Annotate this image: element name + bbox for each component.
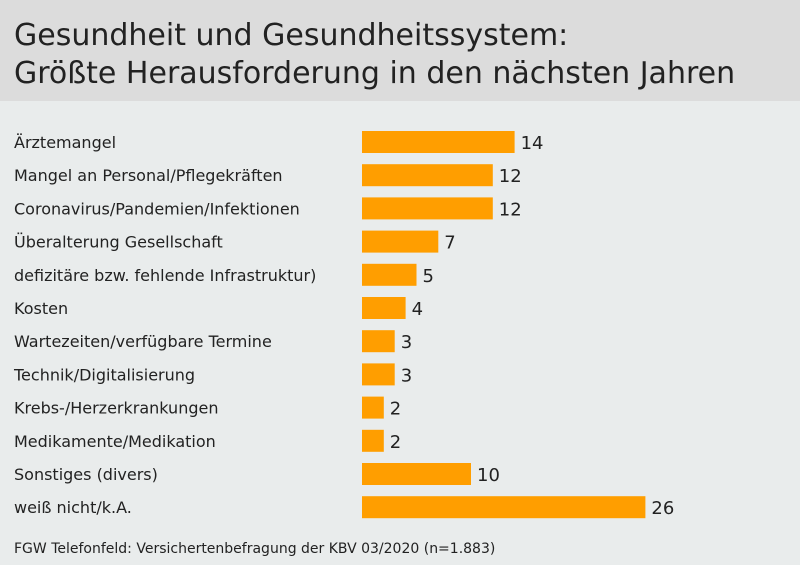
category-label: Krebs-/Herzerkrankungen <box>14 399 218 418</box>
bar <box>362 429 384 452</box>
bar <box>362 131 515 153</box>
category-label: Medikamente/Medikation <box>14 432 216 451</box>
value-label: 12 <box>499 199 522 220</box>
title-banner: Gesundheit und Gesundheitssystem: Größte… <box>0 0 800 101</box>
bar <box>362 230 439 253</box>
source-note: FGW Telefonfeld: Versichertenbefragung d… <box>14 541 496 557</box>
bar <box>362 164 493 187</box>
value-label: 3 <box>401 365 412 386</box>
value-label: 4 <box>412 299 423 320</box>
value-label: 14 <box>521 133 544 154</box>
value-label: 12 <box>499 166 522 187</box>
value-label: 26 <box>651 498 674 519</box>
category-label: weiß nicht/k.A. <box>14 498 132 517</box>
category-label: Mangel an Personal/Pflegekräften <box>14 166 283 185</box>
category-label: Coronavirus/Pandemien/Infektionen <box>14 199 300 218</box>
bar <box>362 496 646 519</box>
value-label: 3 <box>401 332 412 353</box>
category-label: Kosten <box>14 299 68 318</box>
bar <box>362 463 471 485</box>
chart-title-line-2: Größte Herausforderung in den nächsten J… <box>14 56 736 91</box>
value-label: 2 <box>390 399 401 420</box>
bar <box>362 263 417 286</box>
category-label: Wartezeiten/verfügbare Termine <box>14 332 272 351</box>
category-label: defizitäre bzw. fehlende Infrastruktur) <box>14 266 316 285</box>
category-label: Ärztemangel <box>14 133 116 152</box>
bar <box>362 330 395 353</box>
value-label: 2 <box>390 432 401 453</box>
category-label: Technik/Digitalisierung <box>13 365 195 384</box>
bar <box>362 197 493 220</box>
bar <box>362 396 384 419</box>
chart-title-line-1: Gesundheit und Gesundheitssystem: <box>14 18 569 53</box>
bar <box>362 363 395 386</box>
category-label: Sonstiges (divers) <box>14 465 158 484</box>
value-label: 5 <box>423 266 434 287</box>
bar <box>362 297 406 319</box>
category-label: Überalterung Gesellschaft <box>14 233 223 252</box>
value-label: 7 <box>444 233 455 254</box>
value-label: 10 <box>477 465 500 486</box>
